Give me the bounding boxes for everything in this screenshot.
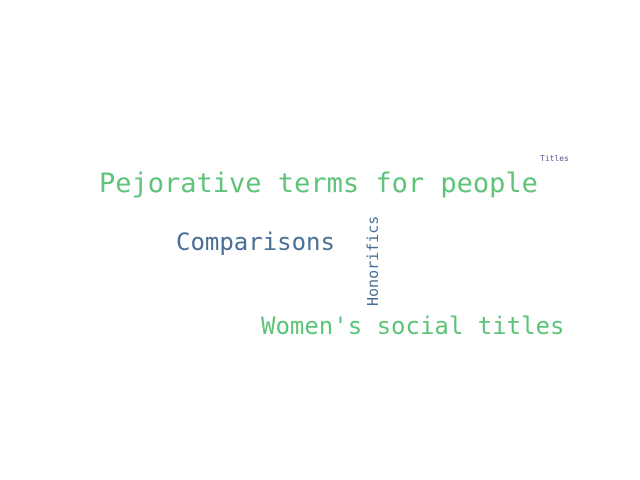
- word-womens-social-titles: Women's social titles: [261, 314, 564, 338]
- word-pejorative-terms-for-people: Pejorative terms for people: [99, 170, 538, 197]
- word-titles: Titles: [540, 155, 569, 163]
- word-comparisons: Comparisons: [176, 230, 335, 254]
- word-honorifics: Honorifics: [366, 216, 381, 306]
